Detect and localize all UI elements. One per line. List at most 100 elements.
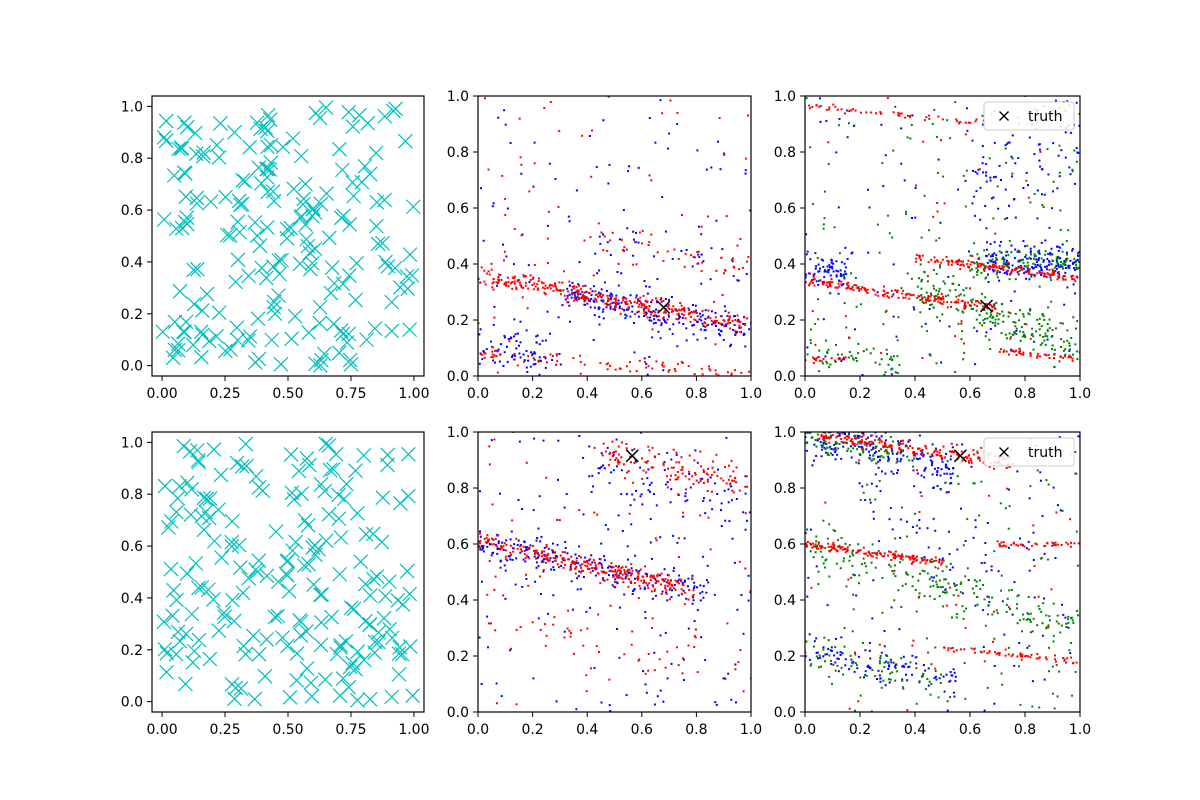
data-point	[721, 294, 724, 296]
data-point	[1062, 356, 1065, 359]
data-point	[571, 560, 574, 563]
data-point	[933, 108, 936, 111]
data-point	[706, 473, 709, 476]
data-point	[191, 454, 207, 470]
data-point	[997, 318, 1000, 321]
data-point	[589, 606, 592, 609]
data-point	[201, 510, 217, 526]
data-point	[498, 360, 501, 363]
data-point	[628, 306, 630, 309]
data-point	[523, 550, 526, 552]
data-point	[670, 466, 673, 469]
data-point	[856, 436, 859, 439]
data-point	[834, 451, 837, 454]
data-point	[283, 447, 299, 462]
data-point	[842, 445, 845, 448]
data-point	[809, 107, 811, 110]
data-point	[567, 290, 570, 293]
data-point	[894, 105, 897, 108]
data-point	[984, 277, 987, 280]
data-point	[569, 635, 572, 638]
plot-area	[478, 432, 751, 712]
data-point	[535, 566, 538, 569]
data-point	[935, 583, 938, 586]
data-point	[671, 589, 674, 592]
series-green	[805, 96, 1080, 376]
data-point	[1074, 268, 1077, 271]
data-point	[843, 547, 846, 550]
data-point	[640, 301, 642, 304]
data-point	[975, 300, 978, 303]
data-point	[925, 637, 928, 640]
data-point	[805, 436, 807, 438]
data-point	[915, 257, 918, 260]
data-point	[850, 438, 853, 440]
data-point	[663, 318, 665, 321]
data-point	[232, 560, 248, 575]
data-point	[735, 701, 737, 704]
data-point	[525, 549, 528, 552]
data-point	[542, 282, 545, 285]
data-point	[815, 535, 818, 538]
x-tick-label: 0.0	[467, 722, 489, 738]
data-point	[987, 253, 990, 256]
data-point	[634, 459, 637, 462]
data-point	[582, 644, 585, 647]
data-point	[830, 545, 832, 548]
data-point	[665, 321, 668, 324]
data-point	[618, 656, 621, 659]
data-point	[994, 262, 997, 264]
data-point	[900, 458, 903, 461]
data-point	[504, 197, 507, 200]
data-point	[605, 306, 608, 309]
data-point	[1062, 275, 1065, 278]
data-point	[902, 664, 905, 667]
data-point	[590, 490, 593, 493]
data-point	[947, 260, 950, 263]
data-point	[815, 280, 818, 283]
data-point	[882, 445, 885, 447]
data-point	[641, 503, 644, 506]
data-point	[876, 291, 879, 294]
data-point	[821, 282, 824, 285]
data-point	[849, 654, 852, 657]
data-point	[1036, 217, 1039, 220]
data-point	[700, 253, 703, 256]
data-point	[844, 270, 846, 273]
data-point	[858, 582, 860, 585]
data-point	[534, 285, 537, 288]
data-point	[1015, 327, 1018, 330]
data-point	[1055, 327, 1057, 330]
data-point	[549, 557, 552, 560]
data-point	[680, 578, 683, 581]
data-point	[646, 573, 649, 576]
data-point	[920, 287, 923, 290]
data-point	[696, 251, 699, 253]
data-point	[830, 278, 833, 280]
data-point	[995, 609, 998, 612]
data-point	[559, 554, 562, 557]
data-point	[998, 164, 1001, 167]
data-point	[894, 371, 897, 374]
data-point	[693, 256, 696, 259]
data-point	[1023, 265, 1026, 268]
data-point	[706, 478, 709, 481]
data-point	[527, 584, 530, 587]
data-point	[704, 309, 707, 312]
data-point	[922, 664, 925, 666]
data-point	[821, 556, 824, 559]
data-point	[698, 225, 700, 228]
data-point	[574, 563, 576, 565]
data-point	[954, 335, 957, 338]
data-point	[497, 542, 500, 545]
data-point	[172, 633, 188, 649]
data-point	[671, 257, 674, 260]
data-point	[596, 513, 599, 516]
data-point	[864, 649, 867, 652]
data-point	[500, 545, 503, 548]
data-point	[860, 439, 863, 441]
data-point	[1028, 569, 1031, 572]
data-point	[339, 476, 354, 492]
data-point	[723, 154, 726, 156]
data-point	[886, 291, 889, 294]
